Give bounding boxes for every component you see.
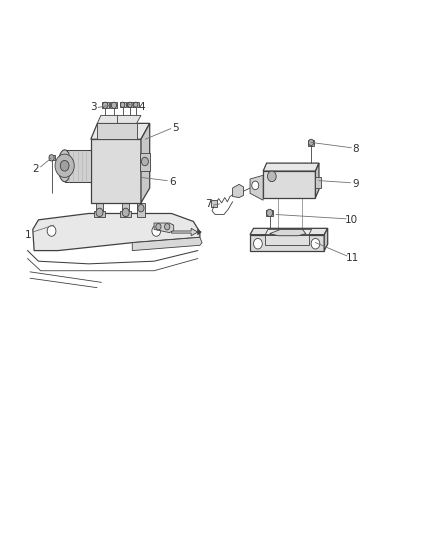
- Circle shape: [311, 238, 319, 249]
- Polygon shape: [141, 123, 149, 203]
- Text: 9: 9: [351, 179, 358, 189]
- Text: 8: 8: [351, 144, 358, 154]
- Circle shape: [138, 205, 144, 212]
- Polygon shape: [171, 228, 197, 236]
- Ellipse shape: [58, 150, 71, 182]
- Text: 5: 5: [172, 123, 179, 133]
- Circle shape: [96, 208, 103, 216]
- Polygon shape: [33, 214, 199, 251]
- Circle shape: [308, 139, 313, 146]
- Bar: [94, 212, 105, 216]
- Circle shape: [253, 238, 261, 249]
- Polygon shape: [97, 123, 136, 139]
- Polygon shape: [265, 235, 308, 245]
- Circle shape: [120, 102, 124, 108]
- Circle shape: [133, 102, 138, 108]
- Polygon shape: [132, 237, 201, 251]
- Polygon shape: [197, 229, 201, 235]
- Circle shape: [267, 171, 276, 182]
- Circle shape: [49, 155, 54, 161]
- Polygon shape: [250, 235, 323, 251]
- Text: 1: 1: [25, 230, 32, 240]
- Bar: [122, 198, 129, 214]
- Polygon shape: [315, 163, 318, 198]
- Bar: [140, 152, 149, 171]
- Bar: [307, 140, 314, 146]
- Polygon shape: [262, 171, 315, 198]
- Polygon shape: [232, 184, 243, 198]
- Bar: [210, 200, 216, 207]
- Bar: [119, 102, 125, 108]
- Circle shape: [251, 181, 258, 190]
- Bar: [265, 211, 272, 216]
- Polygon shape: [97, 115, 141, 123]
- Polygon shape: [91, 139, 141, 203]
- Circle shape: [111, 102, 116, 109]
- Circle shape: [164, 223, 170, 230]
- Circle shape: [102, 102, 108, 109]
- Circle shape: [127, 102, 132, 108]
- Bar: [136, 203, 145, 216]
- Bar: [120, 212, 131, 216]
- Text: 7: 7: [205, 199, 212, 209]
- Circle shape: [55, 154, 74, 177]
- Circle shape: [155, 223, 161, 230]
- Text: 6: 6: [169, 176, 175, 187]
- Polygon shape: [262, 163, 318, 171]
- Bar: [96, 198, 103, 214]
- Text: 10: 10: [344, 215, 357, 225]
- Polygon shape: [269, 229, 305, 236]
- Circle shape: [122, 208, 129, 216]
- Polygon shape: [250, 175, 262, 200]
- Polygon shape: [64, 150, 91, 182]
- Bar: [102, 102, 109, 109]
- Polygon shape: [323, 228, 327, 251]
- Polygon shape: [154, 223, 173, 232]
- Bar: [48, 155, 54, 160]
- Text: 3: 3: [89, 102, 96, 112]
- Bar: [132, 102, 138, 108]
- Circle shape: [266, 209, 272, 216]
- Text: 11: 11: [345, 253, 358, 263]
- Polygon shape: [265, 229, 311, 235]
- Circle shape: [152, 225, 160, 236]
- Text: 2: 2: [32, 165, 39, 174]
- Bar: [110, 102, 117, 109]
- Text: 4: 4: [138, 102, 145, 112]
- Bar: [127, 102, 133, 108]
- Polygon shape: [250, 228, 327, 235]
- Circle shape: [60, 160, 69, 171]
- Polygon shape: [315, 177, 321, 188]
- Polygon shape: [91, 123, 149, 139]
- Circle shape: [141, 157, 148, 166]
- Circle shape: [47, 225, 56, 236]
